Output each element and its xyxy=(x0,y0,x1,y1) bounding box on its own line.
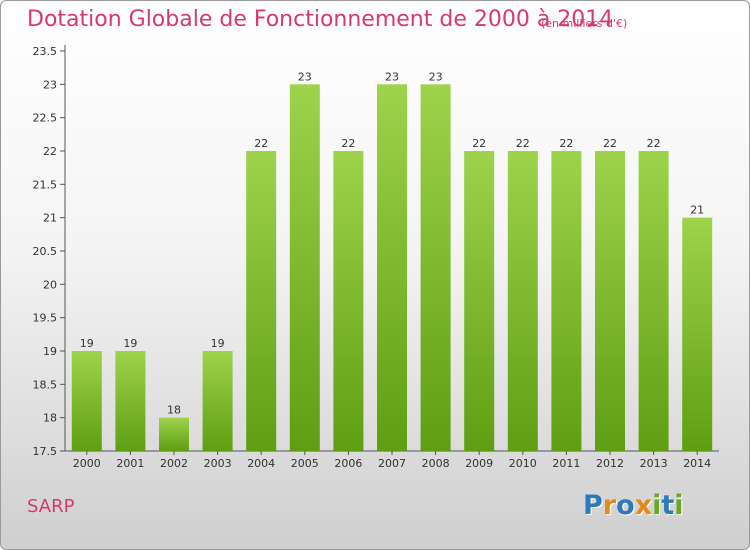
x-tick-label: 2012 xyxy=(596,457,624,470)
x-tick-label: 2002 xyxy=(160,457,188,470)
bar-value-label: 21 xyxy=(690,204,704,217)
y-tick-label: 18 xyxy=(43,412,57,425)
bar-value-label: 22 xyxy=(254,137,268,150)
y-tick-label: 19 xyxy=(43,345,57,358)
proxiti-logo: Proxiti xyxy=(583,490,684,521)
chart-title: Dotation Globale de Fonctionnement de 20… xyxy=(27,7,614,32)
y-tick-label: 23.5 xyxy=(33,45,58,58)
logo-letter: t xyxy=(661,490,675,521)
bar-2011 xyxy=(551,151,582,451)
bar-2006 xyxy=(333,151,364,451)
x-tick-label: 2000 xyxy=(73,457,101,470)
commune-name: SARP xyxy=(27,496,75,517)
x-tick-label: 2009 xyxy=(465,457,493,470)
bar-2001 xyxy=(115,351,146,451)
x-tick-label: 2008 xyxy=(422,457,450,470)
bar-value-label: 22 xyxy=(341,137,355,150)
logo-letter: P xyxy=(583,490,603,521)
logo-letter: o xyxy=(616,490,635,521)
x-tick-label: 2006 xyxy=(334,457,362,470)
x-tick-label: 2004 xyxy=(247,457,275,470)
x-tick-label: 2010 xyxy=(509,457,537,470)
bar-2013 xyxy=(638,151,669,451)
bar-2014 xyxy=(682,217,713,451)
x-tick-label: 2013 xyxy=(640,457,668,470)
y-tick-label: 22.5 xyxy=(33,112,58,125)
bar-2003 xyxy=(202,351,233,451)
bar-2012 xyxy=(595,151,625,451)
bar-2009 xyxy=(464,151,495,451)
bar-value-label: 18 xyxy=(167,404,181,417)
logo-letter: r xyxy=(602,490,617,521)
bar-value-label: 19 xyxy=(123,337,137,350)
bar-2002 xyxy=(159,417,189,451)
bar-value-label: 22 xyxy=(516,137,530,150)
y-tick-label: 17.5 xyxy=(33,445,58,458)
x-tick-label: 2014 xyxy=(683,457,711,470)
x-tick-label: 2007 xyxy=(378,457,406,470)
bar-2005 xyxy=(289,84,320,451)
bar-2004 xyxy=(246,151,277,451)
bar-2007 xyxy=(377,84,407,451)
bar-value-label: 22 xyxy=(472,137,486,150)
bar-value-label: 22 xyxy=(647,137,661,150)
logo-letter: i xyxy=(674,490,684,521)
y-tick-label: 22 xyxy=(43,145,57,158)
x-tick-label: 2003 xyxy=(204,457,232,470)
y-tick-label: 18.5 xyxy=(33,378,58,391)
y-tick-label: 23 xyxy=(43,78,57,91)
bar-value-label: 19 xyxy=(211,337,225,350)
y-tick-label: 20.5 xyxy=(33,245,58,258)
bar-2008 xyxy=(420,84,451,451)
bar-2000 xyxy=(71,351,102,451)
x-tick-label: 2005 xyxy=(291,457,319,470)
x-tick-label: 2011 xyxy=(552,457,580,470)
chart-subtitle: (en milliers d'€) xyxy=(541,17,628,30)
y-tick-label: 19.5 xyxy=(33,312,58,325)
bar-value-label: 23 xyxy=(298,70,312,83)
bar-value-label: 23 xyxy=(385,70,399,83)
y-tick-label: 21.5 xyxy=(33,178,58,191)
bar-value-label: 19 xyxy=(80,337,94,350)
y-tick-label: 20 xyxy=(43,278,57,291)
bar-value-label: 22 xyxy=(559,137,573,150)
y-tick-label: 21 xyxy=(43,212,57,225)
bar-value-label: 23 xyxy=(429,70,443,83)
bar-2010 xyxy=(507,151,538,451)
x-tick-label: 2001 xyxy=(116,457,144,470)
bar-value-label: 22 xyxy=(603,137,617,150)
logo-letter: x xyxy=(634,490,653,521)
logo-letter: i xyxy=(652,490,662,521)
